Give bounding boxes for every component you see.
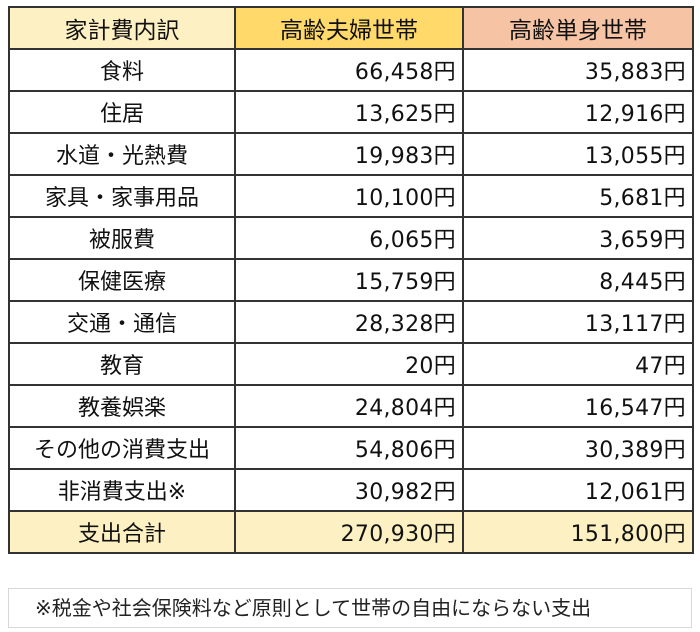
row-category: 食料 [8, 48, 236, 92]
couple-amount: 13,625円 [234, 90, 464, 134]
total-label: 支出合計 [8, 510, 236, 554]
couple-amount: 66,458円 [234, 48, 464, 92]
single-amount: 35,883円 [462, 48, 694, 92]
table-row-clothing: 被服費 6,065円 3,659円 [8, 216, 694, 260]
header-category: 家計費内訳 [8, 6, 236, 50]
single-amount: 13,055円 [462, 132, 694, 176]
table-row-education: 教育 20円 47円 [8, 342, 694, 386]
table-row-healthcare: 保健医療 15,759円 8,445円 [8, 258, 694, 302]
household-expense-table: 家計費内訳 高齢夫婦世帯 高齢単身世帯 食料 66,458円 35,883円 住… [8, 6, 694, 554]
couple-total: 270,930円 [234, 510, 464, 554]
row-category: その他の消費支出 [8, 426, 236, 470]
row-category: 被服費 [8, 216, 236, 260]
table-row-food: 食料 66,458円 35,883円 [8, 48, 694, 92]
single-amount: 16,547円 [462, 384, 694, 428]
single-amount: 30,389円 [462, 426, 694, 470]
table-row-transport: 交通・通信 28,328円 13,117円 [8, 300, 694, 344]
single-amount: 5,681円 [462, 174, 694, 218]
single-amount: 47円 [462, 342, 694, 386]
couple-amount: 30,982円 [234, 468, 464, 512]
single-amount: 12,916円 [462, 90, 694, 134]
table-row-recreation: 教養娯楽 24,804円 16,547円 [8, 384, 694, 428]
table-row-utilities: 水道・光熱費 19,983円 13,055円 [8, 132, 694, 176]
row-category: 家具・家事用品 [8, 174, 236, 218]
table-header-row: 家計費内訳 高齢夫婦世帯 高齢単身世帯 [8, 6, 694, 50]
row-category: 住居 [8, 90, 236, 134]
header-elderly-couple: 高齢夫婦世帯 [234, 6, 464, 50]
couple-amount: 10,100円 [234, 174, 464, 218]
table-row-total: 支出合計 270,930円 151,800円 [8, 510, 694, 554]
couple-amount: 24,804円 [234, 384, 464, 428]
row-category: 交通・通信 [8, 300, 236, 344]
couple-amount: 19,983円 [234, 132, 464, 176]
footnote: ※税金や社会保険料など原則として世帯の自由にならない支出 [8, 588, 692, 628]
single-amount: 13,117円 [462, 300, 694, 344]
single-amount: 3,659円 [462, 216, 694, 260]
couple-amount: 15,759円 [234, 258, 464, 302]
single-amount: 12,061円 [462, 468, 694, 512]
single-total: 151,800円 [462, 510, 694, 554]
couple-amount: 6,065円 [234, 216, 464, 260]
table-row-non-consumption: 非消費支出※ 30,982円 12,061円 [8, 468, 694, 512]
table-row-other-consumption: その他の消費支出 54,806円 30,389円 [8, 426, 694, 470]
row-category: 非消費支出※ [8, 468, 236, 512]
couple-amount: 20円 [234, 342, 464, 386]
couple-amount: 28,328円 [234, 300, 464, 344]
row-category: 教養娯楽 [8, 384, 236, 428]
row-category: 水道・光熱費 [8, 132, 236, 176]
table-row-housing: 住居 13,625円 12,916円 [8, 90, 694, 134]
header-elderly-single: 高齢単身世帯 [462, 6, 694, 50]
couple-amount: 54,806円 [234, 426, 464, 470]
row-category: 教育 [8, 342, 236, 386]
row-category: 保健医療 [8, 258, 236, 302]
single-amount: 8,445円 [462, 258, 694, 302]
table-row-furniture: 家具・家事用品 10,100円 5,681円 [8, 174, 694, 218]
